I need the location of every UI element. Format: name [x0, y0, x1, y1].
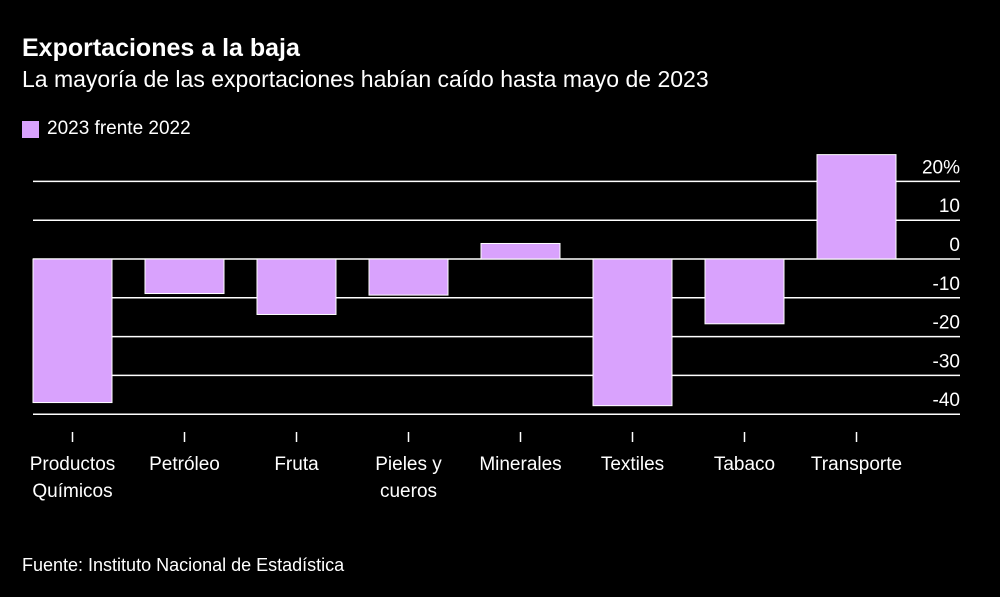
x-tick-label: Pieles y — [375, 454, 442, 475]
chart-title: Exportaciones a la baja — [22, 34, 300, 62]
x-tick-label: Productos — [30, 454, 116, 475]
bar — [144, 258, 225, 295]
x-tick-label: Fruta — [274, 454, 319, 475]
bar — [256, 258, 337, 315]
bar — [32, 258, 113, 404]
x-tick-label: Transporte — [811, 454, 902, 475]
x-tick-label: Tabaco — [714, 454, 775, 475]
y-tick-label: 20% — [922, 157, 960, 178]
x-tick-label: cueros — [380, 481, 437, 502]
x-tick-label: Petróleo — [149, 454, 220, 475]
y-tick-label: -20 — [933, 313, 960, 334]
chart-subtitle: La mayoría de las exportaciones habían c… — [22, 66, 709, 92]
bar — [480, 242, 561, 260]
y-tick-label: -10 — [933, 274, 960, 295]
bar — [816, 154, 897, 260]
bar — [368, 258, 449, 296]
y-tick-label: 0 — [949, 235, 960, 256]
legend: 2023 frente 2022 — [22, 118, 191, 140]
legend-swatch — [22, 120, 39, 138]
y-tick-label: 10 — [939, 196, 960, 217]
y-tick-label: -30 — [933, 351, 960, 372]
bar — [704, 258, 785, 325]
y-tick-label: -40 — [933, 390, 960, 411]
legend-label: 2023 frente 2022 — [47, 118, 191, 139]
bar — [592, 258, 673, 407]
x-tick-label: Químicos — [32, 481, 112, 502]
source-note: Fuente: Instituto Nacional de Estadístic… — [22, 555, 345, 575]
x-tick-label: Minerales — [479, 454, 561, 475]
x-tick-label: Textiles — [601, 454, 664, 475]
